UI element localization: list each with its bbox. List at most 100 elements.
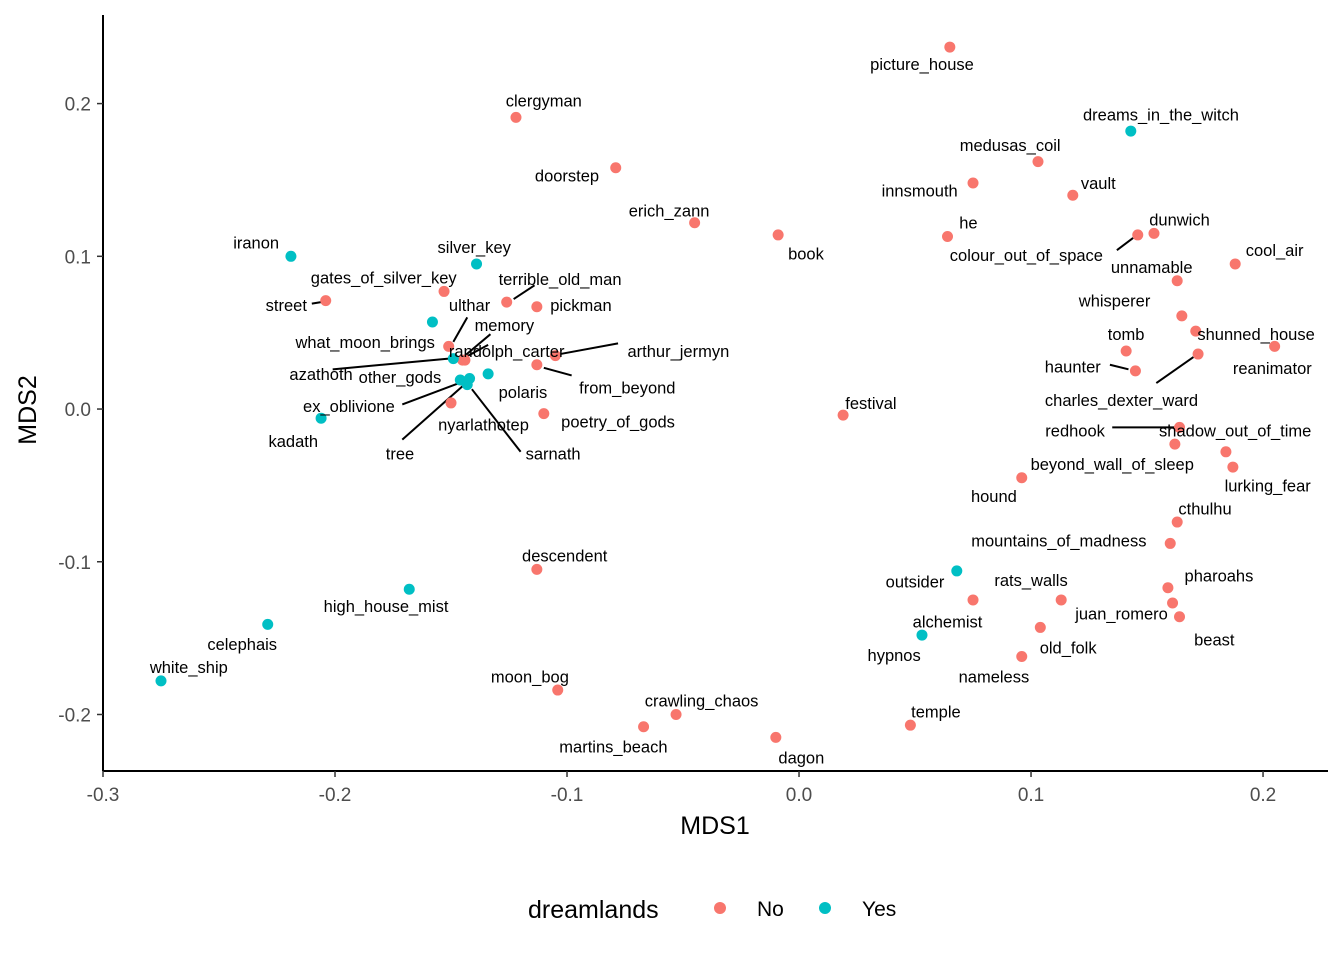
- data-point-clergyman: [510, 111, 522, 123]
- data-point-hypnos: [916, 629, 928, 641]
- label-leader-line: [471, 388, 522, 453]
- y-tick-label: -0.1: [58, 553, 91, 574]
- point-label-martins-beach: martins_beach: [559, 739, 667, 757]
- data-point-silver-key: [471, 258, 483, 270]
- point-label-crawling-chaos: crawling_chaos: [645, 693, 759, 711]
- label-leader-line: [513, 284, 536, 300]
- point-label-tomb: tomb: [1108, 326, 1145, 344]
- point-label-vault: vault: [1081, 175, 1116, 193]
- data-point-old-folk: [1034, 621, 1046, 633]
- data-point-picture-house: [944, 41, 956, 53]
- point-label-hound: hound: [971, 488, 1017, 506]
- data-point-celephais: [262, 618, 274, 630]
- data-point-moon-bog: [552, 684, 564, 696]
- point-label-temple: temple: [911, 703, 961, 721]
- point-label-descendent: descendent: [522, 548, 608, 566]
- point-label-sarnath: sarnath: [526, 445, 581, 463]
- x-tick-label: -0.3: [87, 785, 120, 806]
- point-label-iranon: iranon: [233, 235, 279, 253]
- data-point-poetry-of-gods: [538, 408, 550, 420]
- point-label-hypnos: hypnos: [868, 647, 921, 665]
- point-label-polaris: polaris: [499, 384, 548, 402]
- label-leader-line: [1109, 363, 1129, 371]
- legend-label-no: No: [757, 898, 784, 921]
- point-label-doorstep: doorstep: [535, 167, 599, 185]
- data-point-hound: [1016, 472, 1028, 484]
- x-tick-label: 0.2: [1250, 785, 1276, 806]
- point-label-festival: festival: [845, 395, 896, 413]
- data-point-beyond-wall-of-sleep: [1220, 446, 1232, 458]
- point-label-alchemist: alchemist: [913, 613, 983, 631]
- point-label-picture-house: picture_house: [870, 56, 974, 74]
- data-point-iranon: [285, 250, 297, 262]
- data-point-kadath: [315, 412, 327, 424]
- point-label-nyarlathotep: nyarlathotep: [438, 416, 529, 434]
- data-point-randolph-carter: [457, 354, 469, 366]
- y-tick-label: 0.1: [65, 247, 91, 268]
- point-label-high-house-mist: high_house_mist: [324, 598, 449, 616]
- legend-title: dreamlands: [528, 896, 659, 924]
- label-leader-line: [401, 385, 464, 441]
- label-leader-line: [1155, 356, 1195, 384]
- data-point-dunwich: [1148, 227, 1160, 239]
- y-tick-label: 0.2: [65, 95, 91, 116]
- data-point-dreams-in-the-witch: [1125, 125, 1137, 137]
- data-point-tomb: [1120, 345, 1132, 357]
- point-label-white-ship: white_ship: [149, 659, 228, 677]
- point-label-outsider: outsider: [886, 574, 945, 592]
- label-leader-line: [401, 379, 468, 406]
- data-point-juan-romero: [1167, 597, 1179, 609]
- data-point-whisperer: [1176, 310, 1188, 322]
- data-point-shadow-out-of-time: [1169, 438, 1181, 450]
- point-label-memory: memory: [475, 317, 535, 335]
- point-label-pharoahs: pharoahs: [1185, 568, 1254, 586]
- point-label-beast: beast: [1194, 632, 1235, 650]
- legend-key-yes: [819, 902, 831, 914]
- point-label-erich-zann: erich_zann: [629, 202, 710, 220]
- point-label-he: he: [959, 215, 977, 233]
- data-point-cthulhu: [1171, 516, 1183, 528]
- data-point-arthur-jermyn: [549, 350, 561, 362]
- data-point-dagon: [770, 731, 782, 743]
- data-point-cool-air: [1229, 258, 1241, 270]
- data-point-gates-of-silver-key: [438, 285, 450, 297]
- point-label-beyond-wall-of-sleep: beyond_wall_of_sleep: [1031, 456, 1194, 474]
- data-point-alchemist: [1055, 594, 1067, 606]
- point-label-cthulhu: cthulhu: [1178, 500, 1231, 518]
- data-point-reanimator: [1269, 340, 1281, 352]
- data-point-colour-out-of-space: [1132, 229, 1144, 241]
- data-point-medusas-coil: [1032, 156, 1044, 168]
- point-label-celephais: celephais: [207, 636, 277, 654]
- point-label-terrible-old-man: terrible_old_man: [499, 271, 622, 289]
- point-label-book: book: [788, 245, 825, 263]
- data-point-nameless: [1016, 650, 1028, 662]
- axes: -0.3 -0.2 -0.1 0.0 0.1 0.2 -0.2 -0.1 0.0 0.1 0.2: [58, 15, 1328, 806]
- point-label-silver-key: silver_key: [438, 239, 512, 257]
- data-point-unnamable: [1171, 275, 1183, 287]
- point-label-dreams-in-the-witch: dreams_in_the_witch: [1083, 106, 1239, 124]
- point-label-lurking-fear: lurking_fear: [1225, 477, 1312, 495]
- point-label-mountains-of-madness: mountains_of_madness: [971, 532, 1146, 550]
- data-point-innsmouth: [967, 177, 979, 189]
- label-leader-line: [1116, 237, 1134, 251]
- x-tick-label: 0.1: [1018, 785, 1044, 806]
- point-label-redhook: redhook: [1045, 422, 1105, 440]
- point-label-haunter: haunter: [1045, 358, 1101, 376]
- data-point-temple: [904, 719, 916, 731]
- y-tick-label: 0.0: [65, 400, 91, 421]
- point-label-juan-romero: juan_romero: [1074, 606, 1168, 624]
- data-point-book: [772, 229, 784, 241]
- plot-area: picture_house clergyman dreams_in_the_witc…: [149, 41, 1315, 767]
- data-point-sarnath: [461, 379, 473, 391]
- data-point-street: [320, 295, 332, 307]
- data-point-high-house-mist: [403, 583, 415, 595]
- point-label-ex-oblivione: ex_oblivione: [303, 398, 395, 416]
- data-point-mountains-of-madness: [1164, 537, 1176, 549]
- data-point-azathoth: [447, 353, 459, 365]
- point-label-dagon: dagon: [778, 749, 824, 767]
- point-label-kadath: kadath: [268, 433, 318, 451]
- point-label-colour-out-of-space: colour_out_of_space: [950, 247, 1103, 265]
- label-leader-line: [559, 342, 619, 356]
- data-point-outsider: [951, 565, 963, 577]
